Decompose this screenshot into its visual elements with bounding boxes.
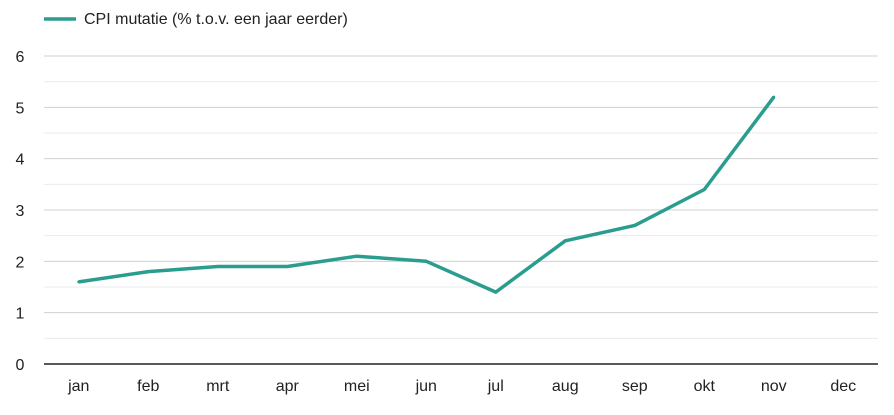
data-point: [355, 254, 359, 258]
data-point: [772, 95, 776, 99]
x-tick-label: jul: [487, 378, 504, 395]
data-point: [77, 280, 81, 284]
data-point: [702, 187, 706, 191]
x-tick-label: jun: [415, 378, 437, 395]
x-axis-ticks: jan feb mrt apr mei jun jul aug sep okt nov dec: [67, 378, 856, 395]
y-tick-label: 4: [16, 152, 25, 169]
y-tick-label: 5: [16, 100, 25, 117]
x-tick-label: mrt: [206, 378, 230, 395]
data-point: [146, 270, 150, 274]
x-tick-label: okt: [694, 378, 716, 395]
data-point: [285, 264, 289, 268]
series-line-cpi: [78, 96, 776, 294]
y-tick-label: 6: [16, 49, 25, 66]
y-tick-label: 3: [16, 203, 25, 220]
x-tick-label: sep: [622, 378, 648, 395]
x-tick-label: apr: [276, 378, 300, 395]
x-tick-label: dec: [830, 378, 856, 395]
x-tick-label: aug: [552, 378, 579, 395]
gridlines: [44, 55, 878, 365]
data-point: [563, 239, 567, 243]
y-tick-label: 0: [16, 357, 25, 374]
data-point: [216, 264, 220, 268]
x-tick-label: mei: [344, 378, 370, 395]
x-tick-label: nov: [761, 378, 787, 395]
data-point: [633, 223, 637, 227]
x-tick-label: feb: [137, 378, 159, 395]
y-tick-label: 1: [16, 306, 25, 323]
data-point: [494, 290, 498, 294]
data-point: [424, 259, 428, 263]
y-tick-label: 2: [16, 254, 25, 271]
y-axis-ticks: 0 1 2 3 4 5 6: [16, 49, 25, 374]
legend: CPI mutatie (% t.o.v. een jaar eerder): [44, 11, 348, 28]
x-tick-label: jan: [67, 378, 89, 395]
legend-label: CPI mutatie (% t.o.v. een jaar eerder): [84, 11, 348, 28]
series-layer: [77, 95, 776, 294]
